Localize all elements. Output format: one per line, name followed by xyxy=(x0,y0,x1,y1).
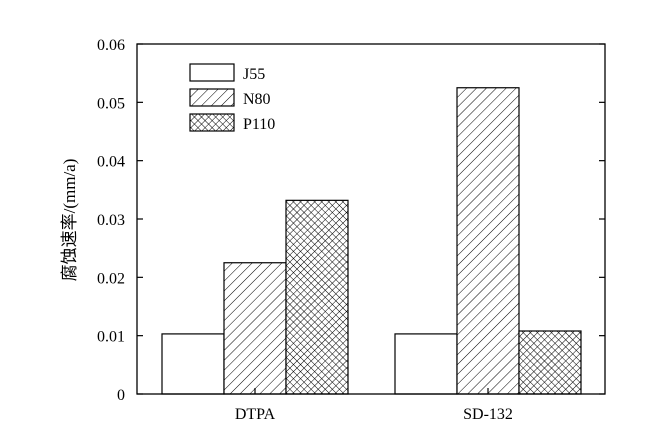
y-tick-label: 0.05 xyxy=(97,95,125,112)
x-tick-label: SD-132 xyxy=(463,406,513,423)
legend-label-n80: N80 xyxy=(243,91,271,108)
bar-j55-dtpa xyxy=(161,333,225,395)
y-axis-title: 腐蚀速率/(mm/a) xyxy=(60,159,79,282)
y-tick-label: 0.01 xyxy=(97,329,125,346)
legend-label-p110: P110 xyxy=(243,116,275,133)
y-tick-label: 0.02 xyxy=(97,270,125,287)
legend-label-j55: J55 xyxy=(243,66,265,83)
legend-swatch-n80 xyxy=(189,88,235,107)
x-tick-label: DTPA xyxy=(235,406,276,423)
bar-p110-sd-132 xyxy=(518,330,582,395)
bar-p110-dtpa xyxy=(285,199,349,395)
y-tick-label: 0.06 xyxy=(97,37,125,54)
legend-swatch-j55 xyxy=(189,63,235,82)
y-tick-label: 0.04 xyxy=(97,154,125,171)
bar-n80-sd-132 xyxy=(456,87,520,395)
legend-swatch-p110 xyxy=(189,113,235,132)
y-tick-label: 0.03 xyxy=(97,212,125,229)
bar-j55-sd-132 xyxy=(394,333,458,395)
bar-n80-dtpa xyxy=(223,262,287,395)
y-tick-label: 0 xyxy=(117,387,125,404)
